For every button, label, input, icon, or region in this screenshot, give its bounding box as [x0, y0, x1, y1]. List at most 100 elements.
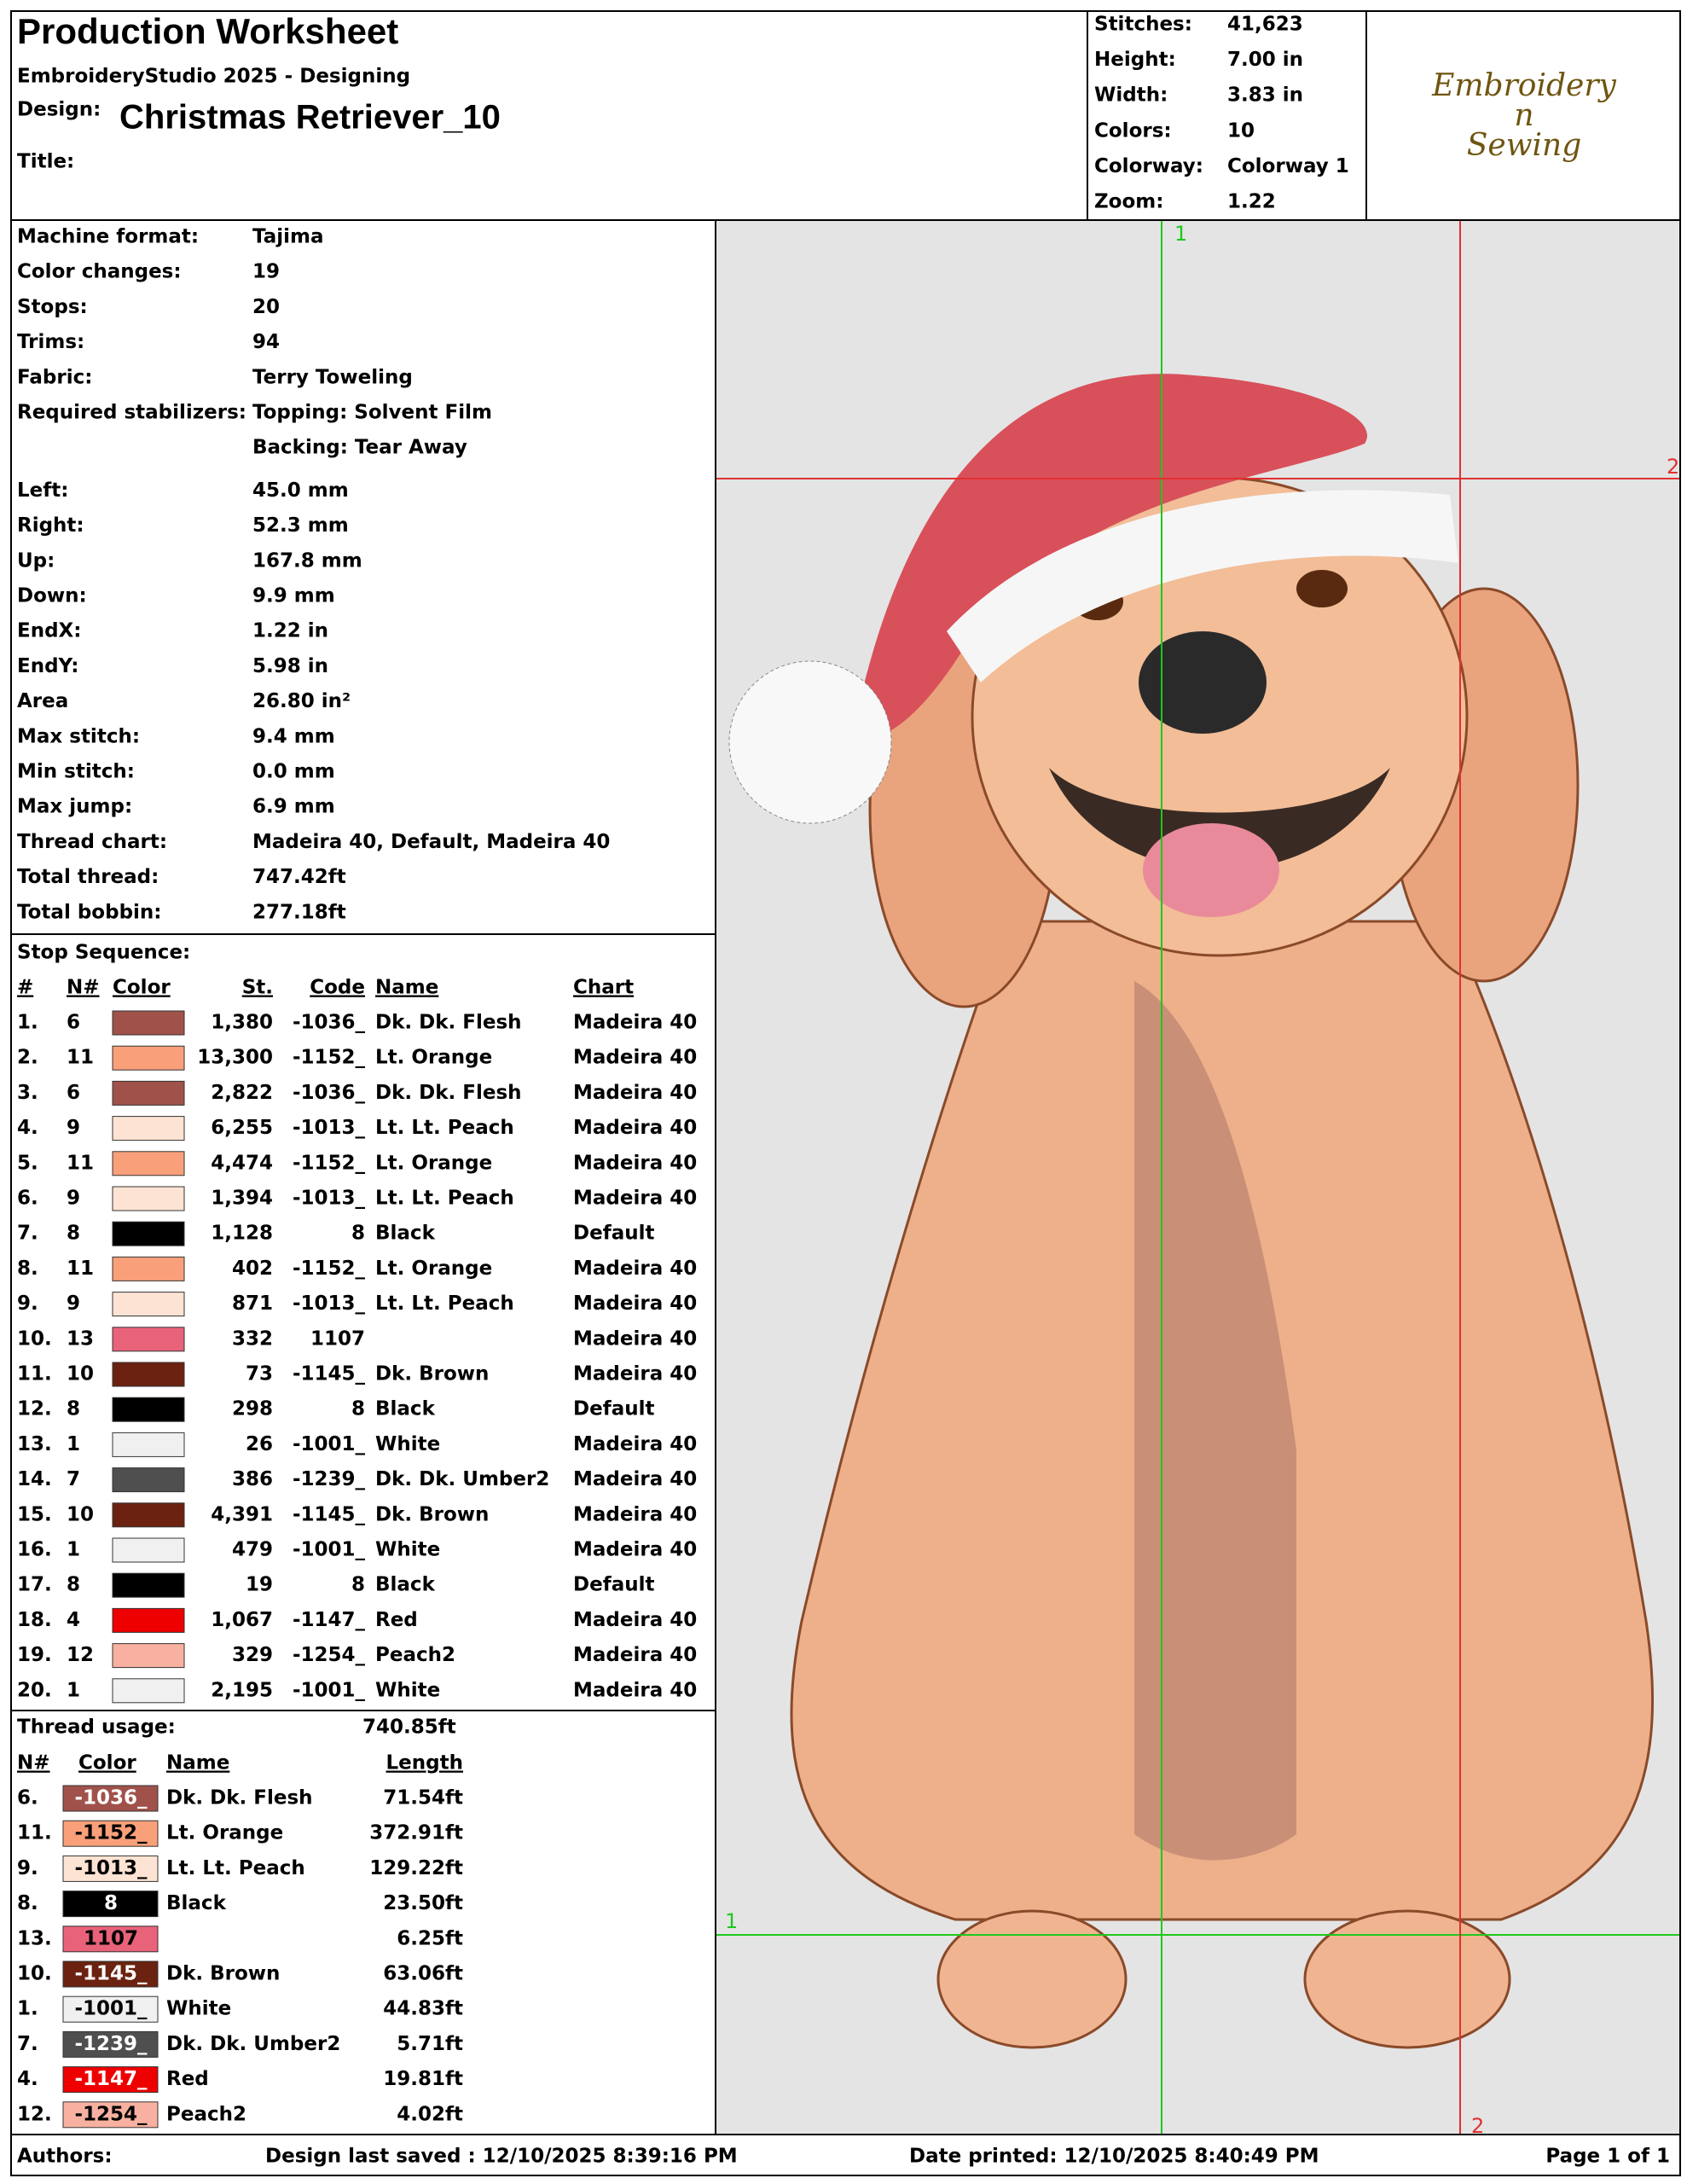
info-value: 19	[252, 261, 280, 283]
needle-number: 8	[67, 1398, 80, 1420]
thread-chart: Madeira 40	[573, 1292, 697, 1315]
info-value: 167.8 mm	[252, 549, 362, 572]
color-swatch	[62, 1820, 159, 1847]
info-value: 9.9 mm	[252, 585, 335, 607]
info-value: Topping: Solvent Film	[252, 402, 492, 424]
thread-name: Peach2	[375, 1644, 455, 1666]
thread-length: 6.25ft	[397, 1927, 463, 1949]
color-swatch	[62, 1785, 159, 1812]
design-label: Design:	[17, 99, 101, 121]
thread-chart: Default	[573, 1574, 654, 1596]
thread-name: White	[375, 1539, 440, 1561]
section-title: Thread usage:	[17, 1716, 176, 1739]
column-header: St.	[242, 977, 273, 999]
color-swatch	[112, 1502, 185, 1528]
thread-name: Black	[166, 1892, 227, 1914]
needle-number: 1.	[17, 1998, 38, 2020]
thread-chart: Madeira 40	[573, 1468, 697, 1490]
footer-printed: Date printed: 12/10/2025 8:40:49 PM	[909, 2146, 1319, 2168]
thread-chart: Madeira 40	[573, 1503, 697, 1525]
stop-number: 10.	[17, 1327, 52, 1350]
needle-number: 9	[67, 1188, 80, 1210]
color-swatch	[112, 1010, 185, 1036]
stitch-count: 73	[246, 1363, 273, 1385]
info-label: Total thread:	[17, 866, 159, 888]
thread-code: 1107	[310, 1327, 365, 1350]
thread-code: -1239_	[293, 1468, 366, 1490]
stitch-count: 19	[246, 1574, 273, 1596]
stitch-count: 2,195	[211, 1679, 273, 1701]
needle-number: 11.	[17, 1822, 52, 1844]
logo-text: Embroidery	[1431, 68, 1616, 103]
guide-label: 1	[1174, 222, 1187, 246]
info-label: Max jump:	[17, 796, 132, 818]
thread-name: White	[375, 1679, 440, 1701]
thread-total: 740.85ft	[362, 1716, 456, 1739]
thread-chart: Madeira 40	[573, 1609, 697, 1631]
thread-name: Lt. Lt. Peach	[375, 1292, 514, 1315]
thread-code: -1001_	[74, 1998, 148, 2020]
thread-code: -1013_	[293, 1188, 366, 1210]
stop-number: 4.	[17, 1117, 38, 1139]
needle-number: 1	[67, 1539, 80, 1561]
thread-length: 63.06ft	[383, 1963, 463, 1985]
stat-value: 7.00 in	[1227, 49, 1303, 71]
dog-preview	[728, 374, 1654, 2049]
column-header: Code	[310, 977, 365, 999]
title: Production Worksheet	[17, 11, 398, 51]
thread-code: -1145_	[293, 1503, 366, 1525]
thread-length: 4.02ft	[397, 2103, 463, 2125]
hat-pompom	[728, 660, 892, 824]
thread-name: Dk. Dk. Flesh	[375, 1012, 522, 1034]
column-header: Color	[113, 977, 171, 999]
info-label: Thread chart:	[17, 831, 167, 853]
needle-number: 9	[67, 1292, 80, 1315]
thread-chart: Madeira 40	[573, 1258, 697, 1280]
footer-page: Page 1 of 1	[1545, 2146, 1670, 2168]
column-header: Chart	[573, 977, 634, 999]
stat-label: Colors:	[1094, 119, 1172, 142]
info-value: Tajima	[252, 226, 324, 248]
info-label: Fabric:	[17, 366, 92, 388]
thread-name: Lt. Lt. Peach	[166, 1857, 305, 1879]
thread-code: -1036_	[293, 1012, 366, 1034]
stat-label: Height:	[1094, 49, 1176, 71]
info-label: Trims:	[17, 331, 84, 353]
info-value: 0.0 mm	[252, 761, 335, 783]
stop-number: 20.	[17, 1679, 52, 1701]
color-swatch	[112, 1045, 185, 1071]
needle-number: 13.	[17, 1927, 52, 1949]
thread-code: -1001_	[293, 1539, 366, 1561]
stitch-count: 13,300	[197, 1047, 273, 1069]
thread-chart: Madeira 40	[573, 1679, 697, 1701]
color-swatch	[112, 1362, 185, 1387]
thread-code: -1036_	[74, 1787, 148, 1809]
thread-code: 8	[351, 1574, 365, 1596]
dog-chest	[1134, 981, 1296, 1861]
thread-code: -1239_	[74, 2033, 148, 2055]
stop-number: 19.	[17, 1644, 52, 1666]
color-swatch	[112, 1186, 185, 1211]
stat-value: 1.22	[1227, 191, 1276, 213]
needle-number: 8.	[17, 1892, 38, 1914]
needle-number: 4	[67, 1609, 80, 1631]
guide-label: 2	[1667, 455, 1679, 479]
thread-code: -1001_	[293, 1679, 366, 1701]
color-swatch	[112, 1678, 185, 1704]
needle-number: 8	[67, 1223, 80, 1245]
thread-name: Black	[375, 1398, 436, 1420]
color-swatch	[112, 1221, 185, 1246]
thread-name: White	[375, 1433, 440, 1455]
needle-number: 6	[67, 1082, 80, 1104]
column-header: Name	[375, 977, 438, 999]
thread-chart: Madeira 40	[573, 1363, 697, 1385]
info-label: Area	[17, 690, 68, 712]
stitch-count: 402	[232, 1258, 273, 1280]
thread-chart: Madeira 40	[573, 1433, 697, 1455]
stop-number: 7.	[17, 1223, 38, 1245]
stat-value: 10	[1227, 119, 1255, 142]
stat-label: Width:	[1094, 84, 1168, 107]
thread-code: -1147_	[293, 1609, 366, 1631]
color-swatch	[112, 1467, 185, 1493]
thread-code: -1013_	[293, 1292, 366, 1315]
